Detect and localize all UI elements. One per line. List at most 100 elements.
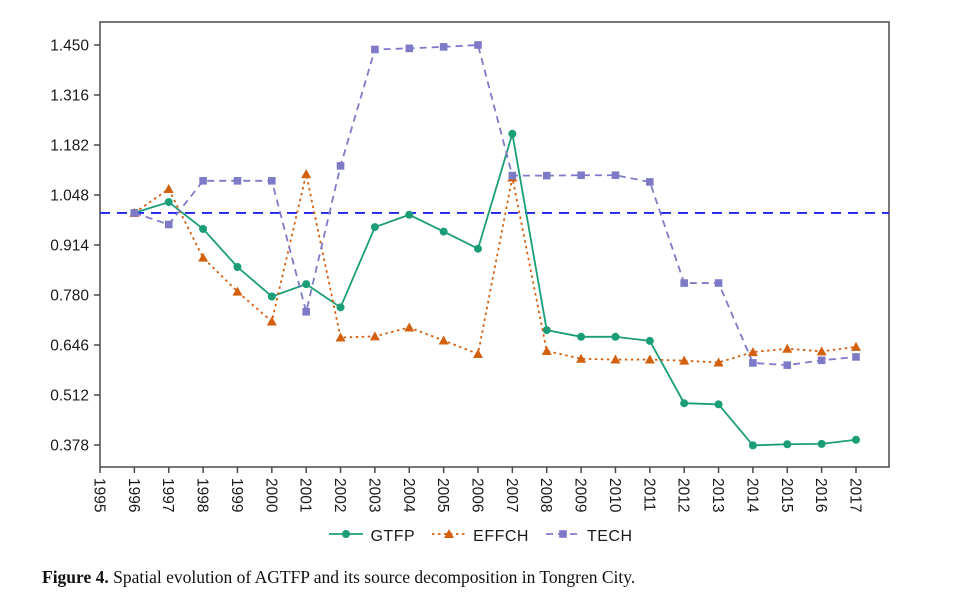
x-axis-tick-label: 1998 — [194, 478, 211, 512]
data-point — [644, 354, 655, 364]
data-point — [474, 41, 482, 49]
data-point — [266, 316, 277, 326]
x-axis-tick-label: 2003 — [365, 478, 382, 512]
line-chart: 1.450 1.316 1.182 1.048 0.914 0.780 0.646 0.512… — [50, 21, 890, 513]
series-tech-line — [134, 44, 857, 367]
data-point — [852, 435, 860, 444]
x-axis-tick-label: 2009 — [572, 478, 589, 512]
x-axis-tick-label: 2010 — [606, 478, 623, 513]
data-point — [370, 223, 379, 232]
y-axis-tick-label: 0.512 — [50, 388, 89, 405]
x-axis-tick-label: 2002 — [331, 478, 348, 512]
data-point — [301, 169, 312, 179]
data-point — [748, 441, 757, 450]
x-axis-tick-label: 1999 — [228, 478, 245, 512]
data-point — [164, 198, 173, 207]
tech-line-sample-icon — [545, 527, 581, 546]
data-point — [576, 353, 587, 363]
data-point — [473, 348, 483, 358]
data-point — [714, 400, 723, 409]
data-point — [405, 44, 414, 53]
data-point — [508, 129, 517, 138]
x-axis-tick-label: 2011 — [640, 478, 657, 511]
data-point — [577, 171, 585, 180]
data-point — [816, 346, 827, 356]
figure-caption: Figure 4. Spatial evolution of AGTFP and… — [42, 567, 922, 588]
data-point — [508, 171, 517, 180]
data-point — [714, 279, 723, 287]
data-point — [198, 252, 209, 262]
data-point — [852, 353, 860, 361]
data-point — [817, 356, 826, 365]
data-point — [646, 178, 654, 186]
data-point — [713, 357, 724, 367]
x-axis-tick-label: 2016 — [812, 478, 829, 512]
y-axis-tick-label: 1.048 — [50, 188, 89, 205]
data-point — [335, 332, 346, 342]
x-axis-tick-label: 2000 — [262, 478, 279, 513]
data-point — [268, 177, 276, 185]
x-axis-tick-label: 1996 — [125, 478, 142, 512]
data-point — [749, 359, 757, 367]
effch-line-sample-icon — [431, 527, 467, 546]
data-point — [439, 43, 448, 51]
data-point — [817, 439, 826, 448]
x-axis-tick-label: 2006 — [469, 478, 486, 512]
x-axis-tick-label: 2004 — [400, 478, 417, 513]
data-point — [336, 162, 345, 170]
data-point — [542, 171, 551, 180]
legend-item-tech: TECH — [545, 527, 633, 546]
data-point — [747, 347, 758, 357]
figure-caption-label: Figure 4. — [42, 567, 109, 587]
data-point — [680, 279, 688, 287]
data-point — [130, 209, 139, 217]
data-point — [645, 336, 654, 345]
x-axis-tick-label: 2014 — [743, 478, 760, 513]
y-axis-tick-label: 1.316 — [50, 88, 89, 105]
data-point — [302, 280, 311, 289]
legend-label: GTFP — [370, 527, 416, 545]
data-point — [611, 332, 620, 341]
y-axis-tick-label: 0.780 — [50, 288, 89, 305]
figure-caption-text: Spatial evolution of AGTFP and its sourc… — [108, 567, 636, 587]
data-point — [233, 177, 242, 185]
data-point — [267, 292, 276, 301]
x-axis-tick-label: 2005 — [434, 478, 451, 512]
y-axis-tick-label: 0.378 — [50, 438, 89, 455]
data-point — [851, 341, 861, 351]
legend-label: EFFCH — [473, 527, 529, 545]
data-point — [611, 171, 620, 180]
data-point — [541, 345, 552, 355]
x-axis-tick-label: 2012 — [675, 478, 692, 512]
data-point — [404, 322, 415, 332]
plot-border — [99, 21, 890, 468]
data-point — [783, 361, 792, 369]
x-axis-tick-label: 2007 — [503, 478, 520, 512]
chart-area: 1.450 1.316 1.182 1.048 0.914 0.780 0.646 0.512… — [50, 21, 890, 513]
y-axis-tick-label: 1.450 — [50, 38, 89, 55]
series-gtfp-line — [134, 133, 857, 447]
data-point — [164, 220, 173, 229]
x-axis-tick-label: 2008 — [537, 478, 554, 512]
legend-label: TECH — [586, 527, 633, 545]
data-point — [336, 303, 345, 312]
data-point — [610, 354, 621, 364]
x-axis-tick-label: 2017 — [847, 478, 864, 512]
data-point — [302, 307, 310, 316]
data-point — [542, 326, 551, 335]
legend-item-gtfp: GTFP — [328, 527, 415, 546]
data-point — [369, 331, 380, 341]
data-point — [405, 210, 414, 219]
y-axis-tick-label: 0.646 — [50, 338, 89, 355]
data-point — [371, 45, 379, 54]
series-effch-line — [133, 173, 857, 364]
data-point — [233, 263, 242, 272]
x-axis-tick-label: 2001 — [297, 478, 314, 512]
data-point — [232, 286, 243, 296]
gtfp-line-sample-icon — [328, 527, 364, 546]
y-axis-tick-label: 1.182 — [50, 138, 89, 155]
data-point — [782, 343, 793, 353]
y-axis-tick-label: 0.914 — [50, 238, 89, 255]
chart-legend: GTFP EFFCH TECH — [0, 527, 961, 546]
